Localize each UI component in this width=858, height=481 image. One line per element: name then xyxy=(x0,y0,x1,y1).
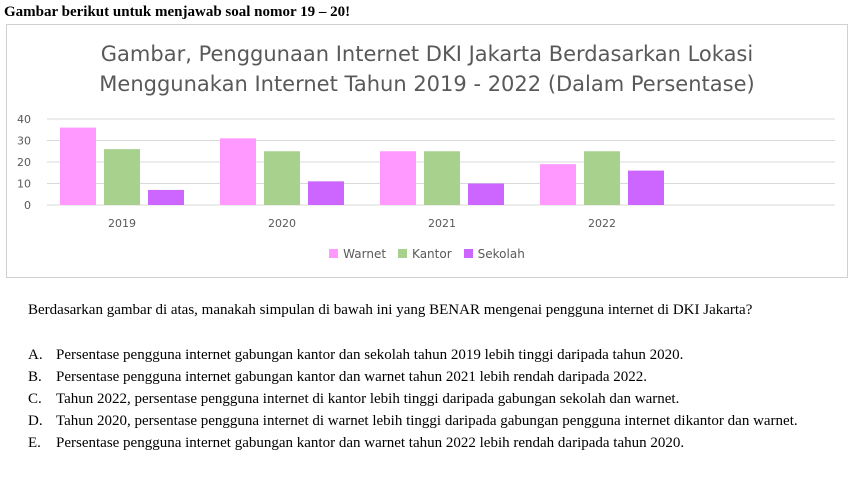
x-tick-label: 2021 xyxy=(428,217,456,230)
bar xyxy=(220,138,256,205)
option-letter: E. xyxy=(28,435,41,451)
y-tick-label: 0 xyxy=(24,199,31,212)
chart-title-line1: Gambar, Penggunaan Internet DKI Jakarta … xyxy=(100,42,754,66)
section-heading: Gambar berikut untuk menjawab soal nomor… xyxy=(4,4,351,20)
bar xyxy=(60,127,96,205)
bar xyxy=(424,151,460,205)
bar xyxy=(628,170,664,205)
option-text: Persentase pengguna internet gabungan ka… xyxy=(56,369,648,385)
y-tick-label: 40 xyxy=(17,113,31,126)
x-tick-label: 2019 xyxy=(108,217,136,230)
y-tick-label: 10 xyxy=(17,178,31,191)
legend-label: Sekolah xyxy=(477,247,525,261)
legend-item: Kantor xyxy=(398,247,452,261)
legend-item: Warnet xyxy=(329,247,386,261)
option-text: Persentase pengguna internet gabungan ka… xyxy=(56,435,685,451)
option-c[interactable]: C. Tahun 2022, persentase pengguna inter… xyxy=(28,389,846,409)
legend-label: Warnet xyxy=(343,247,387,261)
chart-title-line2: Menggunakan Internet Tahun 2019 - 2022 (… xyxy=(99,72,755,96)
option-text: Tahun 2022, persentase pengguna internet… xyxy=(56,391,680,407)
answer-options: A. Persentase pengguna internet gabungan… xyxy=(28,345,846,455)
x-tick-label: 2020 xyxy=(268,217,296,230)
option-text: Tahun 2020, persentase pengguna internet… xyxy=(56,413,798,429)
option-e[interactable]: E. Persentase pengguna internet gabungan… xyxy=(28,433,846,453)
chart-container: Gambar, Penggunaan Internet DKI Jakarta … xyxy=(6,24,848,278)
legend-swatch xyxy=(463,249,473,258)
legend-swatch xyxy=(398,249,408,258)
bar xyxy=(380,151,416,205)
option-b[interactable]: B. Persentase pengguna internet gabungan… xyxy=(28,367,846,387)
legend-label: Kantor xyxy=(412,247,452,261)
bar xyxy=(104,149,140,205)
option-letter: C. xyxy=(28,391,42,407)
chart-legend: Warnet Kantor Sekolah xyxy=(7,247,847,261)
option-letter: D. xyxy=(28,413,43,429)
bar-chart: 0 10 20 30 40 2019 2020 2021 2022 xyxy=(17,113,835,230)
option-letter: A. xyxy=(28,347,43,363)
bar xyxy=(308,181,344,205)
bar xyxy=(468,183,504,205)
option-text: Persentase pengguna internet gabungan ka… xyxy=(56,347,684,363)
bar xyxy=(264,151,300,205)
y-tick-label: 30 xyxy=(17,135,31,148)
question-text: Berdasarkan gambar di atas, manakah simp… xyxy=(28,302,753,318)
legend-item: Sekolah xyxy=(463,247,525,261)
option-a[interactable]: A. Persentase pengguna internet gabungan… xyxy=(28,345,846,365)
bar xyxy=(540,164,576,205)
bar xyxy=(148,189,184,205)
legend-swatch xyxy=(329,249,339,258)
option-letter: B. xyxy=(28,369,42,385)
x-tick-label: 2022 xyxy=(588,217,616,230)
option-d[interactable]: D. Tahun 2020, persentase pengguna inter… xyxy=(28,411,846,431)
bar xyxy=(584,151,620,205)
y-tick-label: 20 xyxy=(17,156,31,169)
